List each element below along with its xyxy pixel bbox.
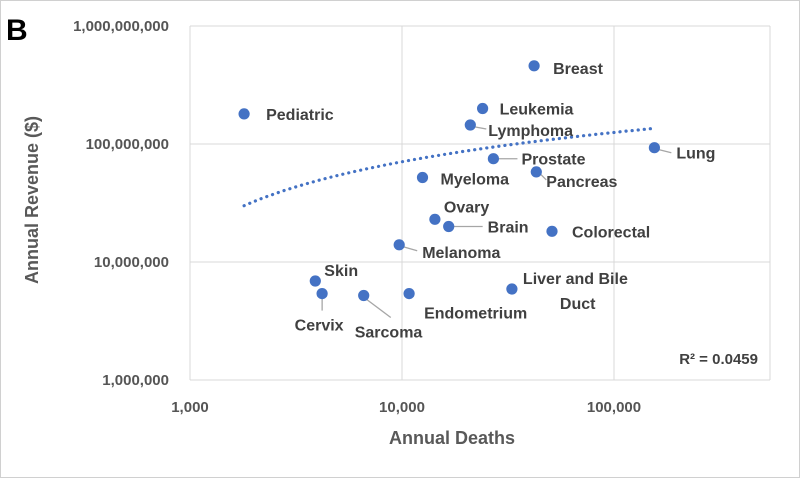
- point-myeloma: [416, 171, 429, 184]
- point-label: Pancreas: [546, 174, 617, 191]
- y-tick-label: 1,000,000,000: [73, 18, 169, 35]
- point-melanoma: [393, 239, 405, 251]
- point-colorectal: [546, 225, 558, 237]
- point-label: Skin: [324, 263, 358, 280]
- leader-line: [403, 246, 418, 252]
- tick-labels: 1,000,000 10,000,000 100,000,000 1,000,000,…: [73, 18, 641, 416]
- point-label: Duct: [560, 296, 596, 313]
- point-label: Endometrium: [424, 306, 527, 323]
- point-sarcoma: [358, 289, 370, 302]
- point-pancreas: [530, 166, 542, 178]
- x-tick-label: 10,000: [379, 399, 425, 416]
- point-lymphoma: [464, 119, 476, 131]
- y-tick-label: 10,000,000: [94, 254, 169, 271]
- leader-line: [475, 126, 487, 130]
- point-label: Lymphoma: [488, 123, 573, 140]
- data-points: [238, 60, 661, 302]
- x-tick-label: 1,000: [171, 399, 209, 416]
- point-leukemia: [477, 102, 489, 115]
- point-pediatric: [238, 108, 250, 120]
- point-labels: Pediatric Breast Leukemia Lymphoma Lung Prost…: [266, 61, 715, 342]
- point-label: Breast: [553, 61, 603, 78]
- point-label: Ovary: [444, 199, 489, 216]
- point-liver-and-bile-duct: [506, 283, 518, 295]
- point-label: Lung: [676, 146, 715, 163]
- point-label: Sarcoma: [355, 325, 423, 342]
- leader-line: [539, 173, 547, 181]
- point-label: Melanoma: [422, 245, 500, 262]
- gridlines: [189, 25, 771, 381]
- y-axis-title: Annual Revenue ($): [22, 116, 42, 284]
- r-squared-label: R² = 0.0459: [679, 351, 758, 368]
- point-brain: [443, 220, 455, 233]
- y-tick-label: 1,000,000: [102, 372, 169, 389]
- leader-line: [659, 149, 672, 154]
- point-label: Cervix: [295, 318, 344, 335]
- x-tick-label: 100,000: [587, 399, 641, 416]
- point-label: Prostate: [521, 152, 585, 169]
- point-skin: [309, 275, 321, 287]
- trendline: [242, 127, 653, 208]
- trendline-path: [242, 127, 653, 208]
- point-lung: [648, 142, 661, 154]
- point-ovary: [429, 213, 441, 225]
- leader-line: [366, 298, 392, 319]
- point-endometrium: [403, 288, 415, 300]
- leader-lines: [321, 126, 672, 319]
- point-breast: [528, 60, 540, 72]
- point-label: Myeloma: [441, 172, 510, 189]
- x-axis-title: Annual Deaths: [389, 428, 515, 448]
- point-label: Pediatric: [266, 107, 334, 124]
- point-label: Liver and Bile: [523, 271, 628, 288]
- point-cervix: [316, 288, 328, 300]
- point-label: Brain: [488, 219, 529, 236]
- point-label: Leukemia: [500, 101, 574, 118]
- point-prostate: [487, 153, 499, 165]
- panel-label: B: [6, 14, 28, 47]
- y-tick-label: 100,000,000: [86, 136, 169, 153]
- point-label: Colorectal: [572, 224, 650, 241]
